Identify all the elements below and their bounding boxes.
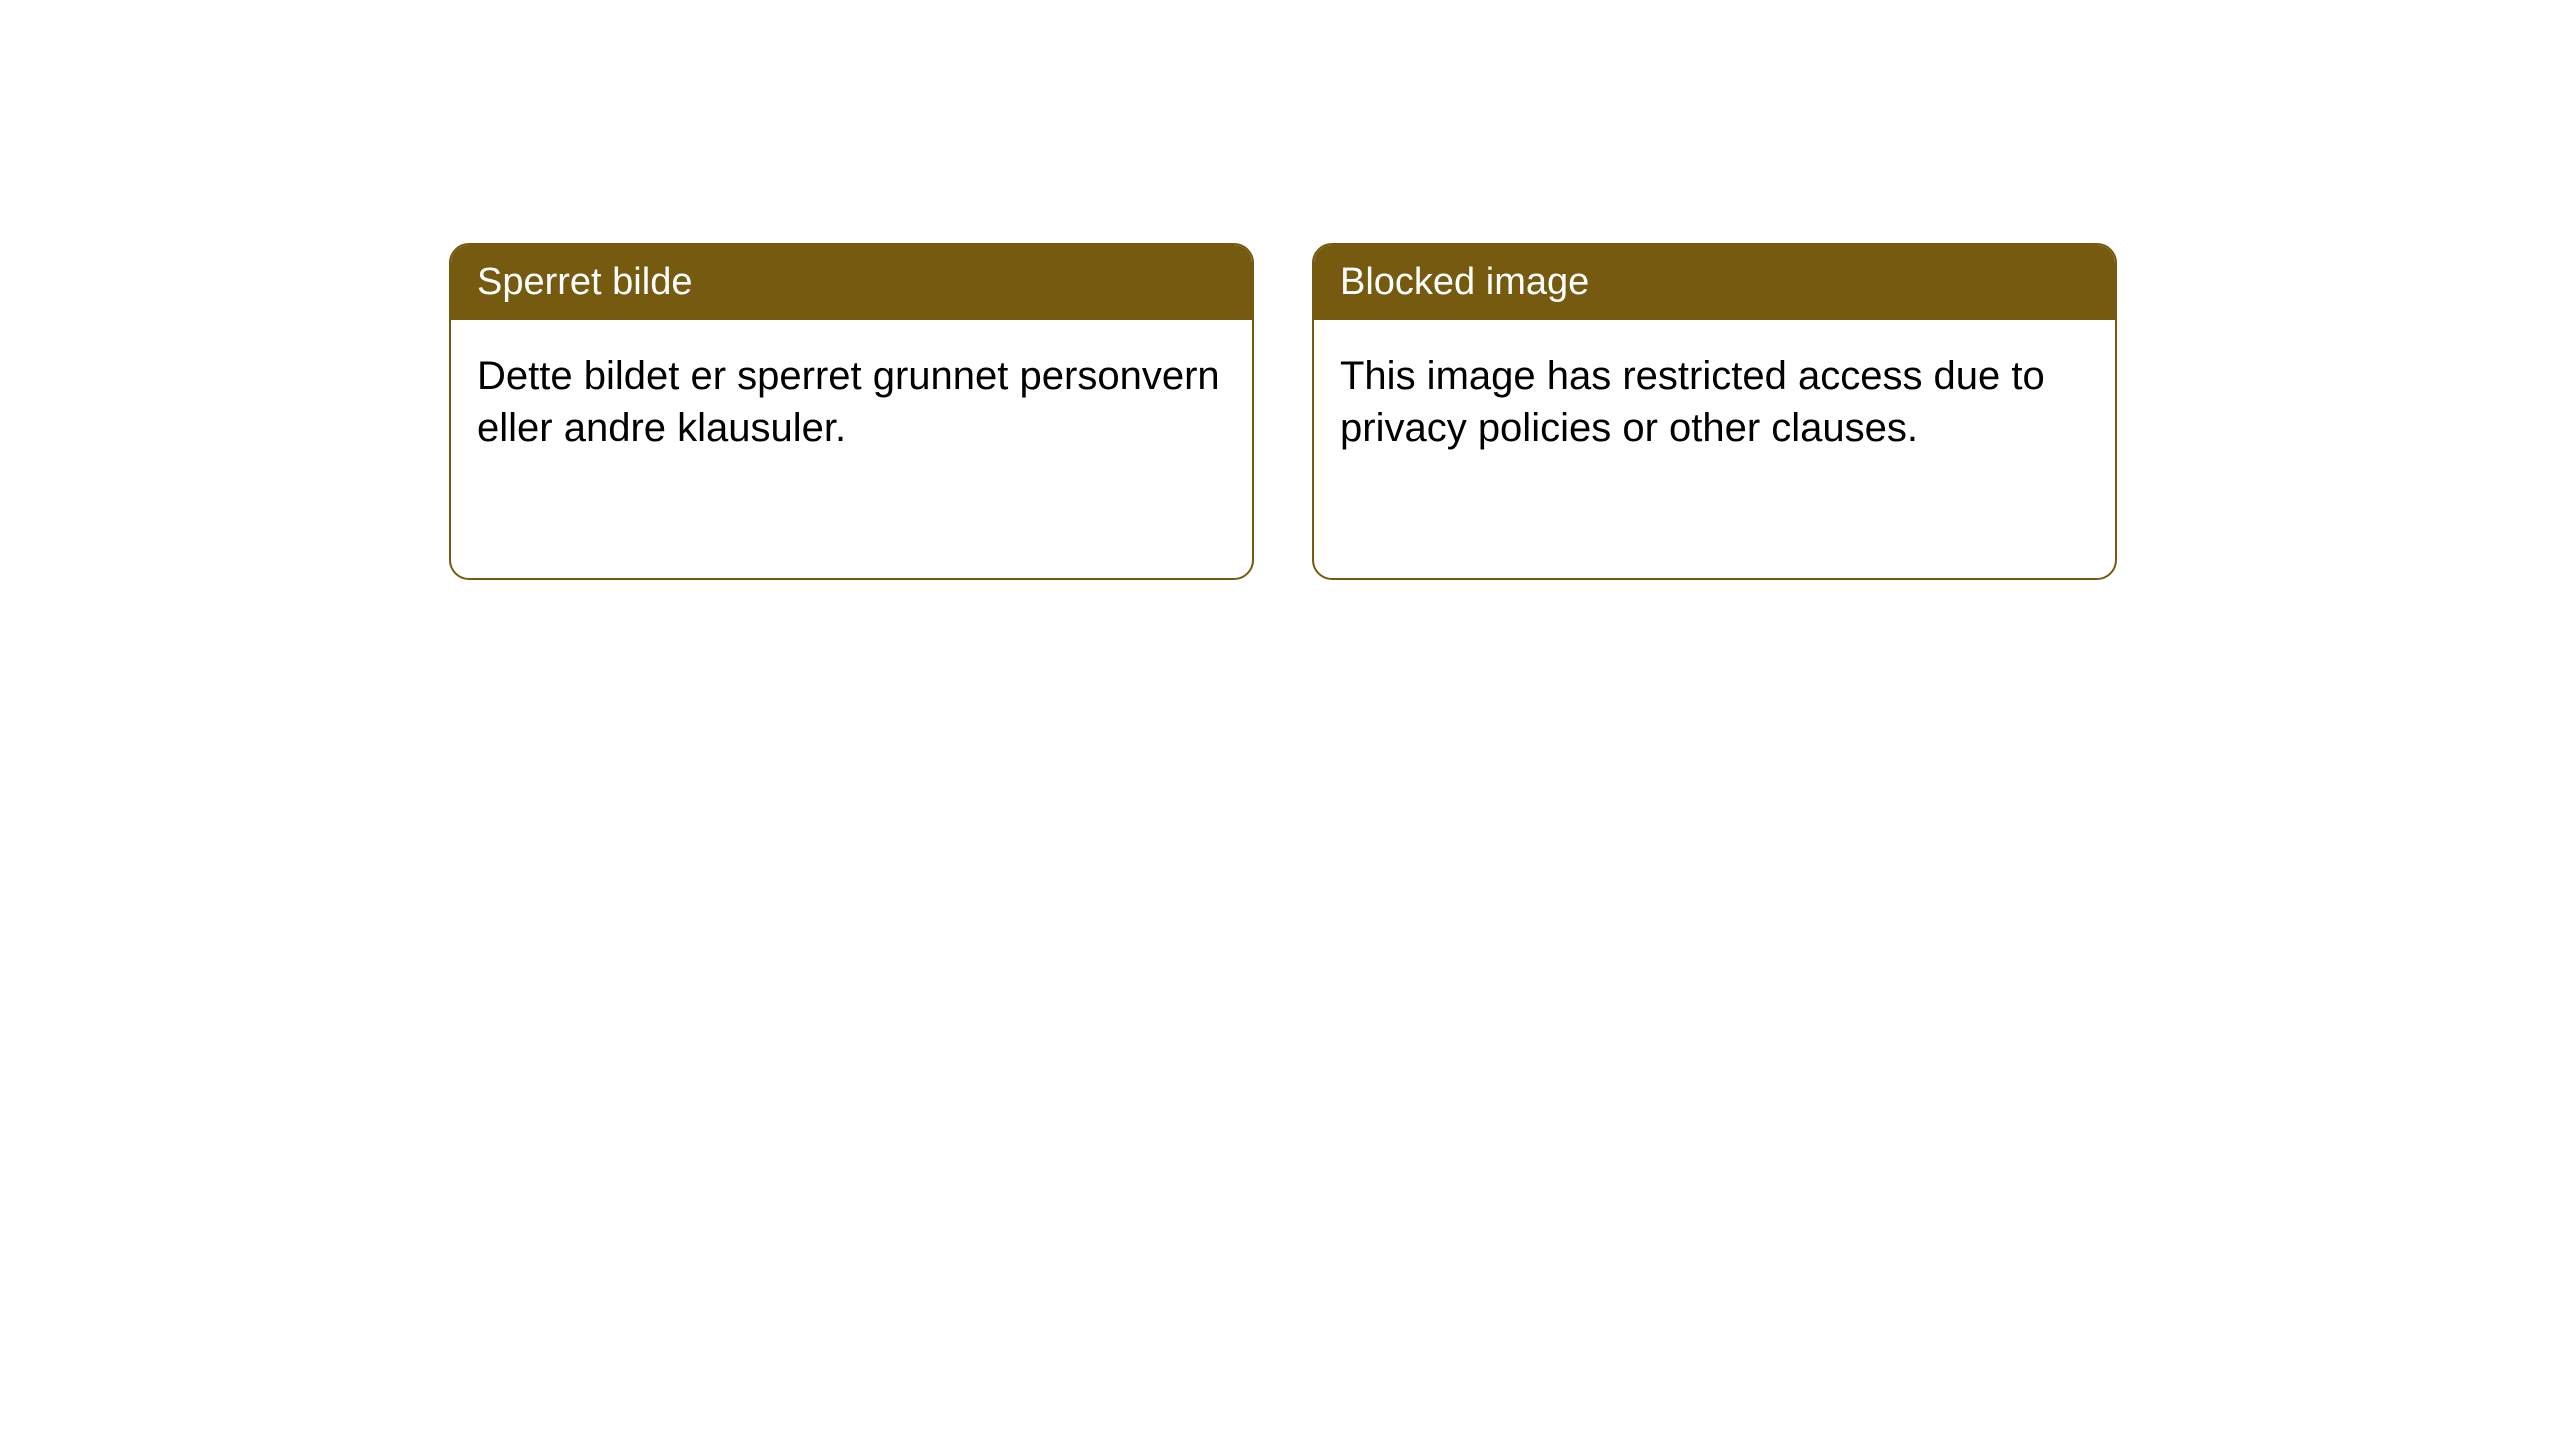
notice-card-english: Blocked image This image has restricted … bbox=[1312, 243, 2117, 580]
notice-body: Dette bildet er sperret grunnet personve… bbox=[451, 320, 1252, 484]
notice-body-text: This image has restricted access due to … bbox=[1340, 354, 2045, 450]
notice-body: This image has restricted access due to … bbox=[1314, 320, 2115, 484]
notice-body-text: Dette bildet er sperret grunnet personve… bbox=[477, 354, 1220, 450]
notice-header-text: Blocked image bbox=[1340, 261, 1589, 303]
notice-header: Sperret bilde bbox=[451, 245, 1252, 320]
notice-card-norwegian: Sperret bilde Dette bildet er sperret gr… bbox=[449, 243, 1254, 580]
notice-header-text: Sperret bilde bbox=[477, 261, 692, 303]
notices-container: Sperret bilde Dette bildet er sperret gr… bbox=[449, 243, 2117, 580]
notice-header: Blocked image bbox=[1314, 245, 2115, 320]
